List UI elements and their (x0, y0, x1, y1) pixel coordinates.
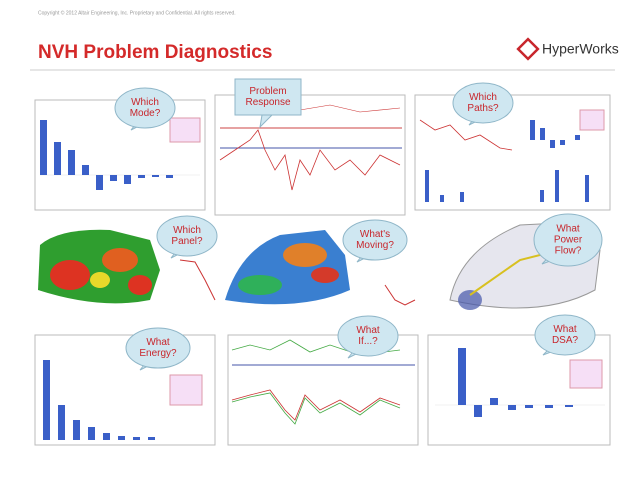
response-panel (214, 94, 406, 216)
callout-text: If...? (358, 336, 378, 347)
callout-text: What's (360, 229, 390, 240)
dsa-panel (427, 334, 611, 446)
callout-text: Flow? (555, 246, 582, 257)
callout-text: Mode? (130, 108, 161, 119)
slide-title: NVH Problem Diagnostics (38, 42, 272, 63)
callout-text: What (356, 325, 380, 336)
moving-model (225, 230, 416, 306)
callout-text: Power (554, 235, 583, 246)
callout-text: Energy? (139, 348, 177, 359)
callout-shape (337, 315, 399, 357)
callout-shape (156, 215, 218, 257)
callout-text: Which (469, 92, 497, 103)
copyright: Copyright © 2012 Altair Engineering, Inc… (38, 9, 236, 16)
callout-text: What (553, 324, 577, 335)
callout-text: Which (173, 225, 201, 236)
logo-text: HyperWorks (542, 41, 619, 57)
logo: HyperWorks (516, 37, 619, 61)
callout-text: Paths? (467, 103, 499, 114)
callout-shape (533, 213, 603, 267)
callout-text: Response (245, 97, 290, 108)
callout-shape (125, 327, 191, 369)
callout-shape (534, 314, 596, 356)
what-if-panel (227, 334, 419, 446)
callout-shape (234, 78, 302, 116)
callout-shape (342, 219, 408, 261)
callout-text: DSA? (552, 335, 579, 346)
callout-text: What (556, 224, 580, 235)
callout-text: Moving? (356, 240, 394, 251)
callout-text: Panel? (171, 236, 203, 247)
callout-text: Which (131, 97, 159, 108)
callout-shape (114, 87, 176, 129)
callout-text: Problem (249, 86, 286, 97)
callout-shape (452, 82, 514, 124)
callout-text: What (146, 337, 170, 348)
panel-model (38, 229, 216, 304)
paths-panel (414, 94, 611, 211)
